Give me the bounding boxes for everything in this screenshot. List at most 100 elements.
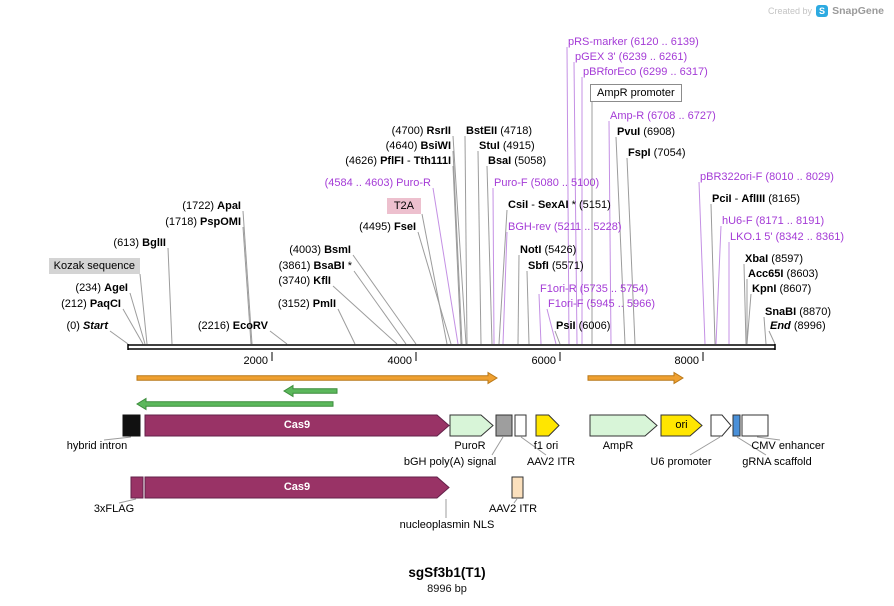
- annotation-text: hU6-F (8171 .. 8191): [722, 215, 825, 227]
- leader-line-pbr322ori-f: [698, 181, 706, 345]
- feature-f1-ori[interactable]: [535, 414, 560, 437]
- annotation-pbrforeco[interactable]: pBRforEco (6299 .. 6317): [583, 66, 708, 79]
- ruler-tick-label: 2000: [243, 355, 268, 367]
- annotation-text: pRS-marker (6120 .. 6139): [568, 36, 699, 48]
- annotation-f1ori-r[interactable]: F1ori-R (5735 .. 5754): [540, 283, 648, 296]
- leader-line-pcii-afliii: [710, 203, 716, 345]
- annotation-amp-r[interactable]: Amp-R (6708 .. 6727): [610, 110, 716, 123]
- annotation-prs-marker[interactable]: pRS-marker (6120 .. 6139): [568, 36, 699, 49]
- plasmid-name: sgSf3b1(T1): [408, 565, 486, 580]
- annotation-acc65i[interactable]: Acc65I (8603): [748, 268, 818, 281]
- feature-caption: AmpR: [602, 440, 634, 452]
- annotation-hu6-f[interactable]: hU6-F (8171 .. 8191): [722, 215, 824, 228]
- annotation-f1ori-f[interactable]: F1ori-F (5945 .. 5966): [548, 298, 655, 311]
- annotation-xbai[interactable]: XbaI (8597): [745, 253, 803, 266]
- annotation-paqci[interactable]: (212) PaqCI: [61, 298, 121, 311]
- leader-line-bgh-rev: [502, 231, 508, 345]
- annotation-text: (234): [75, 282, 105, 294]
- feature-bgh-polya[interactable]: [495, 414, 513, 437]
- plasmid-length: 8996 bp: [427, 583, 467, 595]
- annotation-kpni[interactable]: KpnI (8607): [752, 283, 811, 296]
- annotation-bsabi[interactable]: (3861) BsaBI *: [279, 260, 352, 273]
- annotation-text: (8870): [796, 306, 832, 318]
- annotation-fsei[interactable]: (4495) FseI: [359, 221, 416, 234]
- annotation-text: (4915): [499, 140, 535, 152]
- feature-grna-scaffold[interactable]: [732, 414, 741, 437]
- leader-line-paqci: [122, 308, 144, 345]
- leader-line-bsiwi: [452, 150, 463, 345]
- annotation-text: -: [731, 193, 742, 205]
- annotation-bgh-rev[interactable]: BGH-rev (5211 .. 5228): [508, 221, 622, 234]
- feature-hybrid-intron[interactable]: [122, 414, 141, 437]
- annotation-puro-f[interactable]: Puro-F (5080 .. 5100): [494, 177, 599, 190]
- annotation-bsai[interactable]: BsaI (5058): [488, 155, 546, 168]
- annotation-bsteii[interactable]: BstEII (4718): [466, 125, 532, 138]
- annotation-text: (0): [66, 320, 83, 332]
- feature-aav2-itr-1[interactable]: [514, 414, 527, 437]
- annotation-bglii[interactable]: (613) BglII: [113, 237, 166, 250]
- annotation-text: BsaBI: [313, 260, 345, 272]
- annotation-pmli[interactable]: (3152) PmlI: [278, 298, 336, 311]
- leader-line-bsteii: [464, 135, 468, 345]
- feature-leader-line: [513, 498, 518, 504]
- leader-line-pvui: [615, 136, 626, 345]
- feature-puror[interactable]: [449, 414, 494, 437]
- annotation-rsrii[interactable]: (4700) RsrII: [392, 125, 451, 138]
- annotation-text: pBR322ori-F (8010 .. 8029): [700, 171, 834, 183]
- annotation-fspi[interactable]: FspI (7054): [628, 147, 685, 160]
- orf-arrow-reverse: [283, 384, 338, 398]
- annotation-text: (4584 .. 4603) Puro-R: [324, 177, 431, 189]
- annotation-lko1-5[interactable]: LKO.1 5' (8342 .. 8361): [730, 231, 844, 244]
- annotation-bsiwi[interactable]: (4640) BsiWI: [386, 140, 451, 153]
- annotation-text: PflFI: [380, 155, 404, 167]
- annotation-pflfi-tth111i[interactable]: (4626) PflFI - Tth111I: [345, 155, 451, 168]
- annotation-start[interactable]: (0) Start: [66, 320, 108, 333]
- annotation-sbfi[interactable]: SbfI (5571): [528, 260, 584, 273]
- feature-ori[interactable]: [660, 414, 703, 437]
- leader-line-pflfi-tth111i: [452, 165, 462, 345]
- feature-3xflag[interactable]: [130, 476, 144, 499]
- annotation-snabi[interactable]: SnaBI (8870): [765, 306, 831, 319]
- annotation-pcii-afliii[interactable]: PciI - AflIII (8165): [712, 193, 800, 206]
- annotation-text: NotI: [520, 244, 542, 256]
- annotation-bsmi[interactable]: (4003) BsmI: [289, 244, 351, 257]
- annotation-pvui[interactable]: PvuI (6908): [617, 126, 675, 139]
- feature-u6-promoter[interactable]: [710, 414, 732, 437]
- annotation-end[interactable]: End (8996): [770, 320, 826, 333]
- feature-cas9-cds[interactable]: [144, 476, 450, 499]
- annotation-text: BstEII: [466, 125, 498, 137]
- annotation-csii-sexai[interactable]: CsiI - SexAI * (5151): [508, 199, 611, 212]
- feature-ampr[interactable]: [589, 414, 658, 437]
- annotation-t2a[interactable]: T2A: [386, 198, 421, 214]
- leader-line-puro-f: [492, 187, 495, 345]
- leader-line-apai: [242, 210, 253, 345]
- annotation-text: (1718): [165, 216, 201, 228]
- annotation-apai[interactable]: (1722) ApaI: [182, 200, 241, 213]
- annotation-kozak[interactable]: Kozak sequence: [48, 258, 140, 274]
- annotation-agei[interactable]: (234) AgeI: [75, 282, 128, 295]
- leader-line-bsmi: [352, 254, 417, 345]
- leader-line-pmli: [337, 308, 356, 345]
- leader-line-t2a: [421, 213, 448, 345]
- annotation-text: (4640): [385, 140, 421, 152]
- annotation-noti[interactable]: NotI (5426): [520, 244, 576, 257]
- annotation-stui[interactable]: StuI (4915): [479, 140, 535, 153]
- feature-cas9[interactable]: [144, 414, 450, 437]
- annotation-psii[interactable]: PsiI (6006): [556, 320, 610, 333]
- annotation-ampr-promoter[interactable]: AmpR promoter: [590, 84, 682, 102]
- annotation-text: Start: [82, 320, 108, 332]
- feature-caption: CMV enhancer: [751, 440, 825, 452]
- feature-aav2-itr-2[interactable]: [511, 476, 524, 499]
- annotation-pbr322ori-f[interactable]: pBR322ori-F (8010 .. 8029): [700, 171, 834, 184]
- annotation-pspomi[interactable]: (1718) PspOMI: [165, 216, 241, 229]
- annotation-puro-r[interactable]: (4584 .. 4603) Puro-R: [325, 177, 431, 190]
- annotation-ecorv[interactable]: (2216) EcoRV: [198, 320, 268, 333]
- annotation-text: PvuI: [617, 126, 641, 138]
- annotation-pgex-3[interactable]: pGEX 3' (6239 .. 6261): [575, 51, 687, 64]
- annotation-kfli[interactable]: (3740) KflI: [278, 275, 331, 288]
- feature-inline-label-cas9: Cas9: [283, 419, 311, 431]
- annotation-text: PspOMI: [200, 216, 241, 228]
- feature-cmv-enhancer[interactable]: [741, 414, 769, 437]
